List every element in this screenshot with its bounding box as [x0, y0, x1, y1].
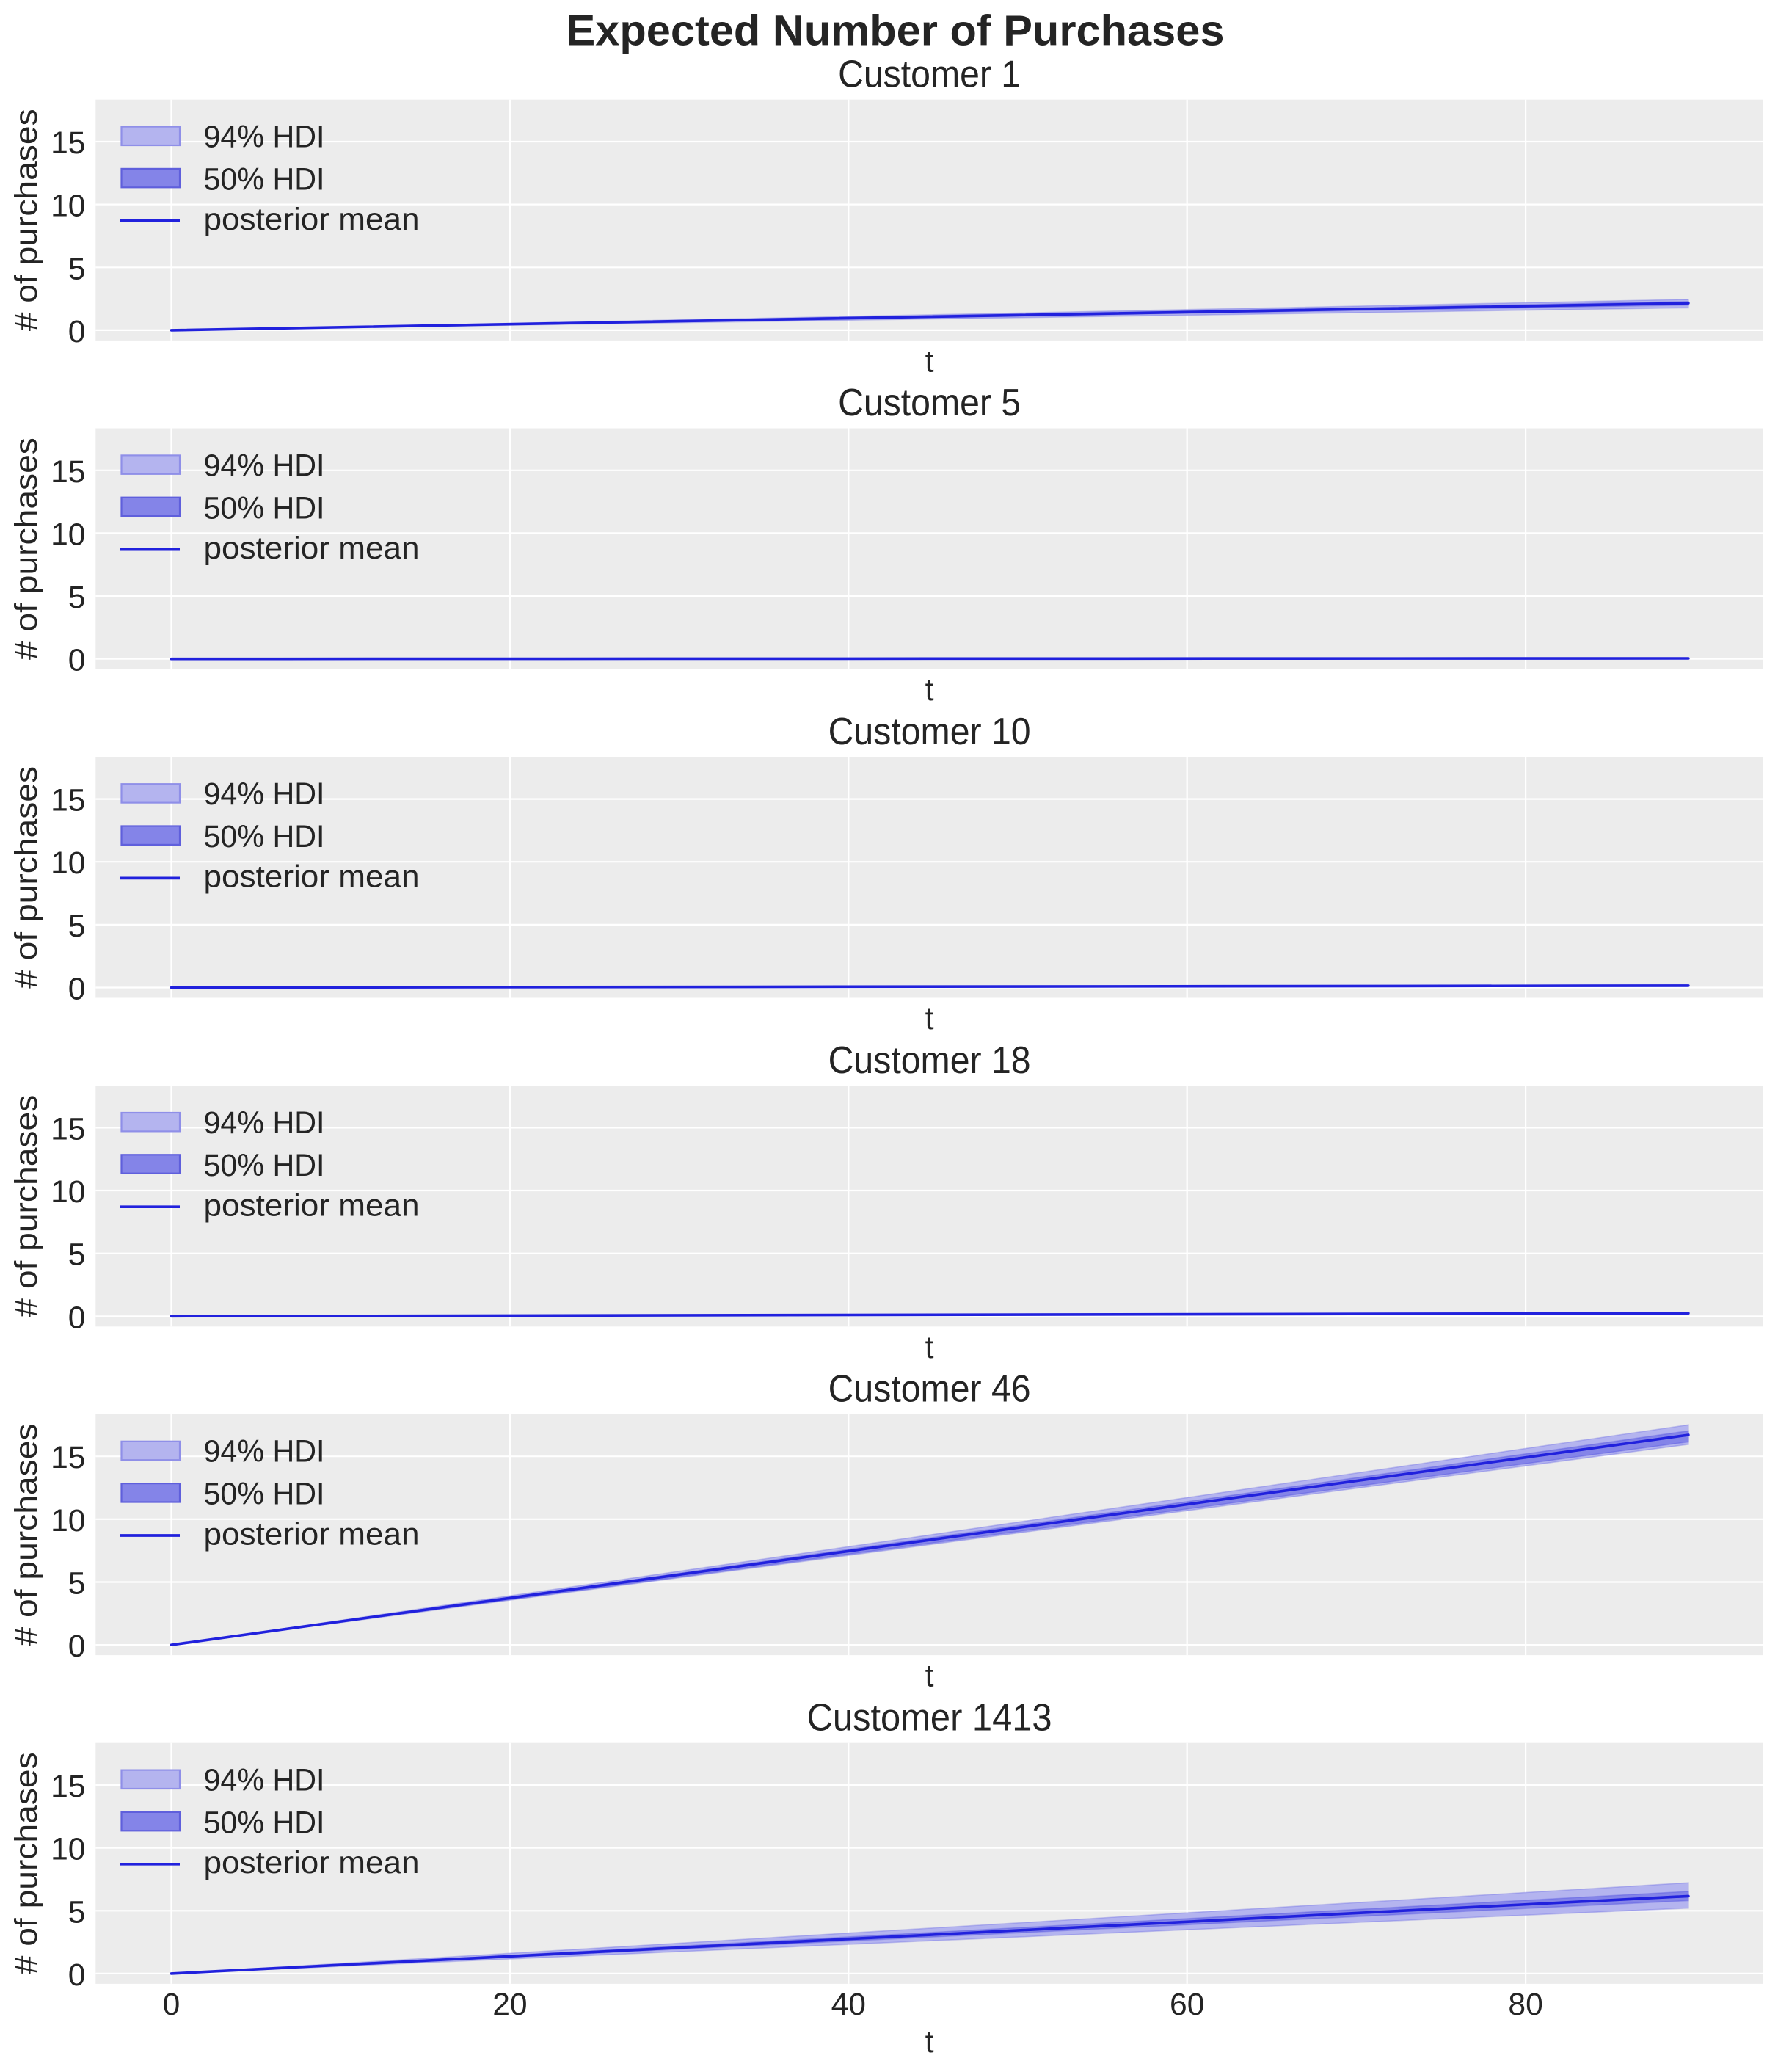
svg-text:t: t — [925, 672, 934, 708]
svg-text:10: 10 — [51, 1832, 85, 1867]
svg-text:0: 0 — [68, 314, 86, 349]
svg-text:15: 15 — [51, 454, 85, 490]
svg-text:50% HDI: 50% HDI — [204, 819, 325, 854]
svg-text:t: t — [925, 2024, 934, 2060]
svg-text:posterior mean: posterior mean — [204, 1188, 420, 1224]
svg-text:10: 10 — [51, 1503, 85, 1538]
svg-text:t: t — [925, 1001, 934, 1036]
svg-text:94% HDI: 94% HDI — [204, 448, 325, 483]
svg-text:94% HDI: 94% HDI — [204, 777, 325, 812]
svg-text:Customer 1: Customer 1 — [838, 52, 1021, 95]
svg-text:60: 60 — [1170, 1987, 1204, 2022]
svg-text:10: 10 — [51, 846, 85, 881]
svg-text:posterior mean: posterior mean — [204, 1516, 420, 1552]
svg-text:40: 40 — [831, 1987, 866, 2022]
svg-text:94% HDI: 94% HDI — [204, 1105, 325, 1141]
svg-text:50% HDI: 50% HDI — [204, 490, 325, 526]
svg-text:15: 15 — [51, 783, 85, 818]
svg-text:10: 10 — [51, 517, 85, 552]
svg-text:0: 0 — [68, 643, 86, 678]
svg-text:Customer 10: Customer 10 — [828, 710, 1031, 752]
svg-text:posterior mean: posterior mean — [204, 859, 420, 895]
svg-text:15: 15 — [51, 1440, 85, 1475]
svg-text:15: 15 — [51, 126, 85, 161]
svg-text:t: t — [925, 343, 934, 379]
svg-text:# of purchases: # of purchases — [9, 1752, 44, 1974]
svg-text:94% HDI: 94% HDI — [204, 120, 325, 155]
svg-text:0: 0 — [68, 1629, 86, 1664]
svg-text:t: t — [925, 1659, 934, 1694]
svg-text:50% HDI: 50% HDI — [204, 1806, 325, 1841]
svg-text:# of purchases: # of purchases — [9, 437, 44, 660]
svg-text:94% HDI: 94% HDI — [204, 1434, 325, 1469]
svg-text:posterior mean: posterior mean — [204, 1845, 420, 1880]
svg-text:5: 5 — [68, 909, 86, 944]
svg-text:Customer 18: Customer 18 — [828, 1039, 1031, 1081]
svg-text:94% HDI: 94% HDI — [204, 1763, 325, 1798]
svg-text:0: 0 — [68, 972, 86, 1007]
svg-text:15: 15 — [51, 1111, 85, 1146]
svg-text:0: 0 — [68, 1958, 86, 1993]
svg-text:Customer 5: Customer 5 — [838, 381, 1021, 424]
svg-text:Customer 46: Customer 46 — [828, 1367, 1031, 1410]
svg-text:Customer 1413: Customer 1413 — [807, 1695, 1052, 1738]
svg-text:15: 15 — [51, 1769, 85, 1804]
svg-text:20: 20 — [492, 1987, 527, 2022]
svg-text:# of purchases: # of purchases — [9, 1424, 44, 1646]
svg-text:Expected Number of Purchases: Expected Number of Purchases — [566, 7, 1225, 55]
svg-text:# of purchases: # of purchases — [9, 766, 44, 989]
svg-text:5: 5 — [68, 251, 86, 286]
svg-text:5: 5 — [68, 1894, 86, 1930]
svg-text:5: 5 — [68, 1237, 86, 1273]
svg-text:# of purchases: # of purchases — [9, 109, 44, 331]
svg-text:50% HDI: 50% HDI — [204, 162, 325, 197]
svg-text:50% HDI: 50% HDI — [204, 1477, 325, 1512]
svg-text:# of purchases: # of purchases — [9, 1095, 44, 1317]
svg-text:50% HDI: 50% HDI — [204, 1148, 325, 1183]
svg-text:t: t — [925, 1330, 934, 1365]
svg-text:posterior mean: posterior mean — [204, 202, 420, 237]
svg-text:posterior mean: posterior mean — [204, 531, 420, 566]
svg-text:0: 0 — [163, 1987, 181, 2022]
svg-text:5: 5 — [68, 580, 86, 615]
svg-text:80: 80 — [1508, 1987, 1542, 2022]
svg-text:0: 0 — [68, 1300, 86, 1335]
svg-text:5: 5 — [68, 1566, 86, 1602]
svg-text:10: 10 — [51, 1174, 85, 1210]
svg-text:10: 10 — [51, 189, 85, 224]
